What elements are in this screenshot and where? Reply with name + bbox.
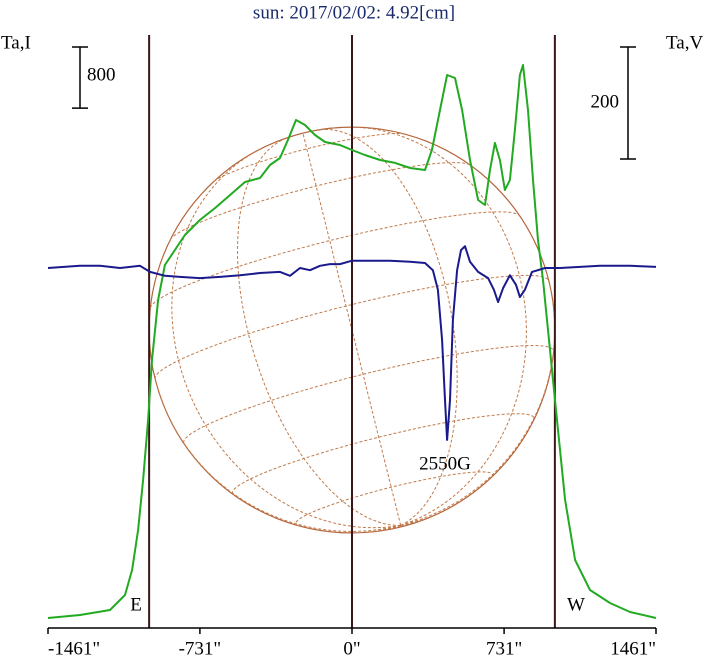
scale-bar — [72, 46, 88, 109]
data-line — [47, 245, 657, 441]
annotation: E — [130, 594, 142, 615]
solar-grid-line — [295, 471, 494, 527]
x-tick-label: 731" — [486, 638, 522, 659]
y-axis-label: Ta,I — [1, 32, 31, 53]
x-tick-label: 1461" — [610, 638, 656, 659]
scale-bar-label: 800 — [87, 65, 116, 86]
solar-grid-line — [236, 137, 401, 526]
solar-grid-line — [400, 523, 412, 526]
y2-axis-label: Ta,V — [666, 32, 703, 53]
x-tick-label: -1461" — [48, 638, 100, 659]
solar-grid-line — [171, 148, 401, 529]
solar-grid-line — [232, 413, 535, 495]
solar-grid-line — [183, 345, 555, 443]
scale-bar-label: 200 — [591, 91, 620, 112]
solar-grid-line — [213, 133, 405, 182]
solar-grid-line — [348, 126, 527, 526]
x-tick-label: 0" — [343, 638, 360, 659]
x-tick-label: -731" — [179, 638, 222, 659]
solar-grid-line — [149, 211, 521, 309]
chart-title: sun: 2017/02/02: 4.92[cm] — [253, 2, 455, 23]
data-line — [47, 64, 657, 619]
solar-grid-line — [400, 514, 436, 526]
solar-grid-line — [169, 162, 471, 241]
solar-grid-line — [302, 133, 402, 526]
solar-grid-line — [318, 129, 458, 526]
annotation: W — [567, 594, 585, 615]
scale-bar — [620, 46, 636, 160]
annotation: 2550G — [419, 453, 471, 474]
